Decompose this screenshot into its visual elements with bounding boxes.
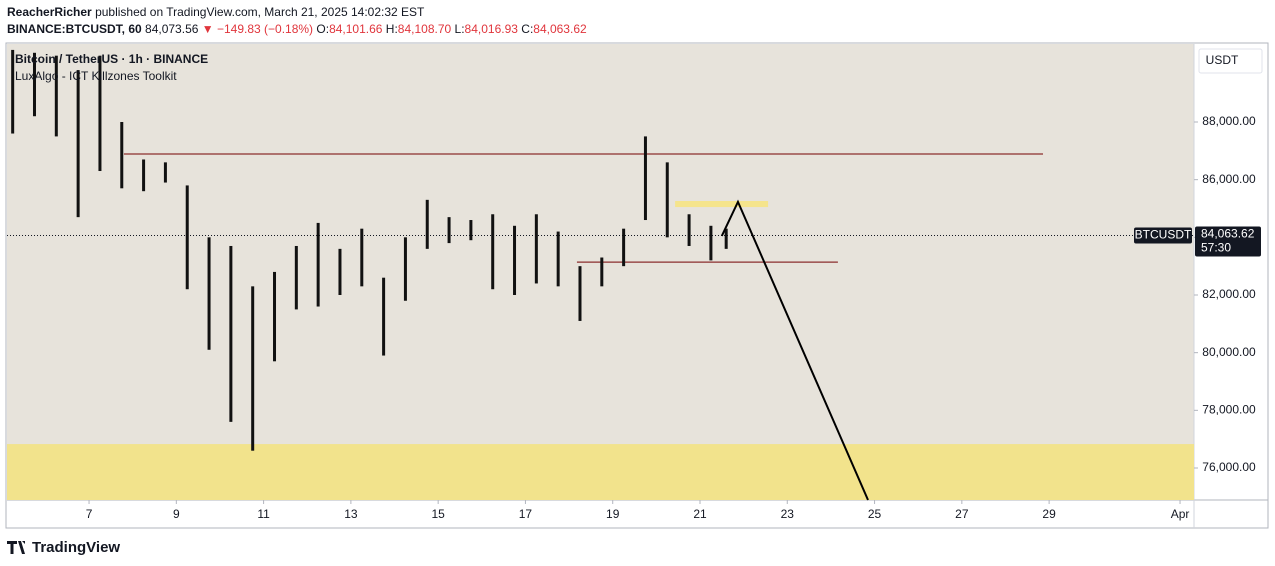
price-bar [338,248,342,295]
currency-box[interactable] [1198,48,1263,74]
price-tag [1195,226,1261,257]
last: 84,073.56 [145,22,199,36]
x-tick-label: 23 [781,507,795,521]
price-bar [142,159,146,192]
price-bar [709,225,713,261]
price-bar [294,245,298,310]
x-tick-label: 17 [519,507,533,521]
price-bar [469,220,473,241]
price-bar [513,225,517,295]
legend-indicator: LuxAlgo - ICT Killzones Toolkit [15,69,177,83]
x-tick-label: 9 [173,507,180,521]
h: 84,108.70 [397,22,452,36]
price-bar [578,266,582,321]
publisher: ReacherRicher [7,5,92,19]
x-tick-label: Apr [1171,507,1190,521]
price-bar [273,271,277,362]
c: 84,063.62 [533,22,587,36]
price-bar [76,70,80,218]
change: ▼ −149.83 (−0.18%) [201,22,314,36]
price-bar [425,199,429,249]
x-tick-label: 25 [868,507,882,521]
price-bar [600,257,604,287]
h-label: H: [385,22,398,36]
l-label: L: [454,22,465,36]
price-tag-text: 84,063.62 [1201,227,1255,241]
countdown: 57:30 [1201,241,1231,255]
price-bar [534,214,538,284]
x-tick-label: 11 [257,507,270,521]
legend-title: Bitcoin / TetherUS · 1h · BINANCE [15,52,208,66]
x-tick-label: 7 [86,507,93,521]
price-bar [32,52,36,117]
y-tick-label: 86,000.00 [1202,172,1256,186]
plot [7,49,1194,501]
price-bar [163,162,167,183]
x-tick-label: 21 [693,507,707,521]
price-bar [11,49,15,134]
x-tick-label: 15 [431,507,445,521]
o-label: O: [316,22,330,36]
zone [675,200,769,208]
symbol-tag-text: BTCUSDT [1135,228,1192,242]
zone [7,444,1194,500]
price-bar [207,237,211,350]
price-bar [54,55,58,137]
price-bar [229,245,233,422]
price-bar [382,277,386,356]
price-bar [665,162,669,238]
quote-line: BINANCE:BTCUSDT, 60 84,073.56 ▼ −149.83 … [7,22,587,36]
price-bar [687,214,691,246]
price-bar [316,222,320,307]
logo[interactable]: TradingView [32,539,120,556]
price-bar [447,217,451,244]
price-bar [643,136,647,221]
price-bar [556,231,560,287]
x-tick-label: 27 [955,507,969,521]
price-bar [491,214,495,290]
o: 84,101.66 [329,22,383,36]
symbol-tag [1134,227,1192,244]
x-tick-label: 29 [1042,507,1056,521]
c-label: C: [521,22,534,36]
projection-line [720,199,869,501]
symbol: BINANCE:BTCUSDT, 60 [7,22,142,36]
y-tick-label: 76,000.00 [1202,460,1256,474]
price-bar [98,55,102,172]
l: 84,016.93 [464,22,518,36]
y-tick-label: 88,000.00 [1202,114,1256,128]
price-bar [360,228,364,287]
price-bar [622,228,626,267]
logo-icon[interactable] [7,541,25,554]
y-tick-label: 82,000.00 [1202,287,1256,301]
price-bar [251,286,255,451]
price-bar [724,228,728,249]
x-tick-label: 19 [606,507,620,521]
x-tick-label: 13 [344,507,358,521]
published: published on TradingView.com, March 21, … [95,5,425,19]
price-bar [120,121,124,189]
header-line: ReacherRicher published on TradingView.c… [7,5,424,19]
currency[interactable]: USDT [1206,53,1239,67]
price-bar [403,237,407,301]
price-bar [185,185,189,290]
y-tick-label: 80,000.00 [1202,345,1256,359]
y-tick-label: 78,000.00 [1202,403,1256,417]
